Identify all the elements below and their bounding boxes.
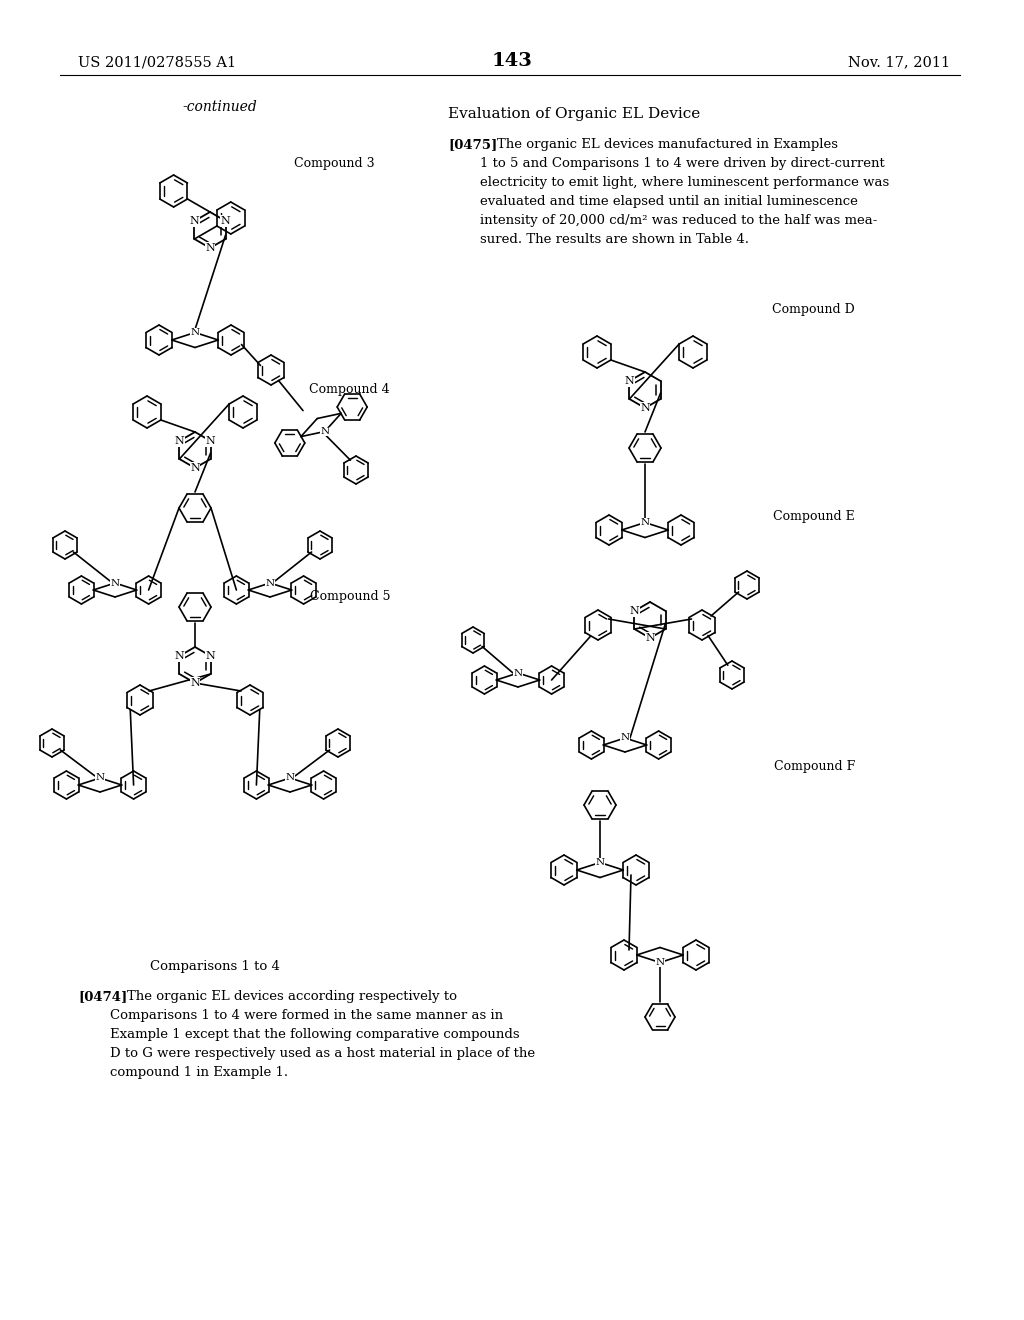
Text: N: N xyxy=(206,651,215,661)
Text: N: N xyxy=(621,734,630,742)
Text: D to G were respectively used as a host material in place of the: D to G were respectively used as a host … xyxy=(110,1047,536,1060)
Text: evaluated and time elapsed until an initial luminescence: evaluated and time elapsed until an init… xyxy=(480,195,858,209)
Text: Compound D: Compound D xyxy=(772,304,855,315)
Text: N: N xyxy=(640,403,650,413)
Text: Compound F: Compound F xyxy=(774,760,855,774)
Text: N: N xyxy=(95,774,104,783)
Text: N: N xyxy=(640,517,649,527)
Text: Comparisons 1 to 4: Comparisons 1 to 4 xyxy=(151,960,280,973)
Text: Evaluation of Organic EL Device: Evaluation of Organic EL Device xyxy=(449,107,700,121)
Text: compound 1 in Example 1.: compound 1 in Example 1. xyxy=(110,1067,288,1078)
Text: N: N xyxy=(111,578,120,587)
Text: [0474]: [0474] xyxy=(78,990,127,1003)
Text: N: N xyxy=(645,634,655,643)
Text: Compound 5: Compound 5 xyxy=(309,590,390,603)
Text: N: N xyxy=(321,426,330,436)
Text: N: N xyxy=(190,327,200,337)
Text: N: N xyxy=(174,651,184,661)
Text: Example 1 except that the following comparative compounds: Example 1 except that the following comp… xyxy=(110,1028,519,1041)
Text: N: N xyxy=(286,774,295,783)
Text: N: N xyxy=(625,376,634,385)
Text: -continued: -continued xyxy=(182,100,257,114)
Text: 1 to 5 and Comparisons 1 to 4 were driven by direct-current: 1 to 5 and Comparisons 1 to 4 were drive… xyxy=(480,157,885,170)
Text: Comparisons 1 to 4 were formed in the same manner as in: Comparisons 1 to 4 were formed in the sa… xyxy=(110,1008,503,1022)
Text: N: N xyxy=(655,958,665,968)
Text: Compound 3: Compound 3 xyxy=(294,157,375,170)
Text: N: N xyxy=(174,436,184,446)
Text: The organic EL devices according respectively to: The organic EL devices according respect… xyxy=(110,990,457,1003)
Text: Compound E: Compound E xyxy=(773,510,855,523)
Text: 143: 143 xyxy=(492,51,532,70)
Text: N: N xyxy=(595,858,604,867)
Text: N: N xyxy=(630,606,639,616)
Text: N: N xyxy=(190,678,200,688)
Text: N: N xyxy=(221,216,230,226)
Text: sured. The results are shown in Table 4.: sured. The results are shown in Table 4. xyxy=(480,234,749,246)
Text: N: N xyxy=(189,216,200,226)
Text: N: N xyxy=(513,668,522,677)
Text: electricity to emit light, where luminescent performance was: electricity to emit light, where lumines… xyxy=(480,176,889,189)
Text: Nov. 17, 2011: Nov. 17, 2011 xyxy=(848,55,950,69)
Text: intensity of 20,000 cd/m² was reduced to the half was mea-: intensity of 20,000 cd/m² was reduced to… xyxy=(480,214,878,227)
Text: Compound 4: Compound 4 xyxy=(309,383,390,396)
Text: N: N xyxy=(190,463,200,473)
Text: N: N xyxy=(205,243,215,253)
Text: The organic EL devices manufactured in Examples: The organic EL devices manufactured in E… xyxy=(480,139,838,150)
Text: [0475]: [0475] xyxy=(449,139,498,150)
Text: US 2011/0278555 A1: US 2011/0278555 A1 xyxy=(78,55,237,69)
Text: N: N xyxy=(265,578,274,587)
Text: N: N xyxy=(206,436,215,446)
